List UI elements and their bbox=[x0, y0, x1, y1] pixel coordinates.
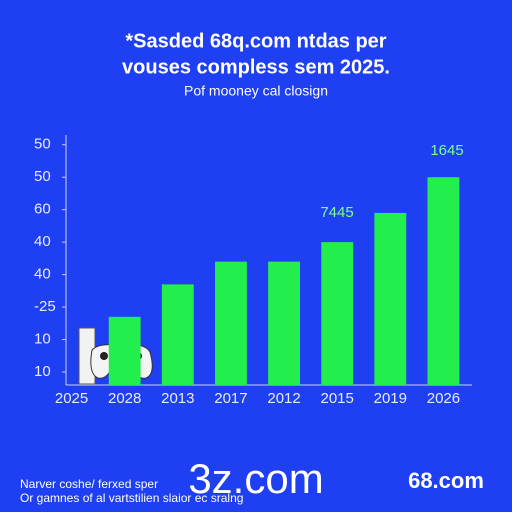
y-tick-label: 40 bbox=[34, 266, 51, 283]
x-tick-label: 2012 bbox=[267, 390, 300, 407]
y-tick-label: 10 bbox=[34, 363, 51, 380]
footer-text: Narver coshe/ ferxed sper bbox=[20, 477, 158, 491]
annotation: 7445 bbox=[320, 204, 353, 221]
y-tick-label: 50 bbox=[34, 136, 51, 153]
bar bbox=[374, 212, 407, 385]
bar bbox=[321, 242, 354, 385]
x-tick-label: 2019 bbox=[374, 390, 407, 407]
bar bbox=[215, 261, 247, 385]
x-tick-label: 2025 bbox=[55, 390, 88, 407]
x-tick-label: 2026 bbox=[427, 390, 460, 407]
x-tick-label: 2017 bbox=[214, 390, 247, 407]
x-tick-label: 2028 bbox=[108, 390, 141, 407]
watermark: 68.com bbox=[408, 468, 484, 493]
chart-title: vouses compless sem 2025. bbox=[122, 56, 390, 78]
x-tick-label: 2015 bbox=[321, 390, 354, 407]
y-tick-label: -25 bbox=[34, 298, 56, 315]
y-tick-label: 40 bbox=[34, 233, 51, 250]
bar bbox=[268, 261, 300, 385]
y-tick-label: 60 bbox=[34, 201, 51, 218]
chart-title: *Sasded 68q.com ntdas per bbox=[125, 30, 386, 52]
bar bbox=[108, 316, 141, 385]
bar bbox=[427, 177, 460, 385]
annotation: 1645 bbox=[430, 142, 463, 159]
watermark: 3z.com bbox=[188, 455, 323, 502]
bar bbox=[161, 284, 194, 385]
footer-text: Or gamnes of al vartstilien slaior ec sr… bbox=[20, 491, 243, 505]
y-tick-label: 50 bbox=[34, 168, 51, 185]
y-tick-label: 10 bbox=[34, 331, 51, 348]
chart-subtitle: Pof mooney cal closign bbox=[184, 83, 328, 99]
x-tick-label: 2013 bbox=[161, 390, 194, 407]
